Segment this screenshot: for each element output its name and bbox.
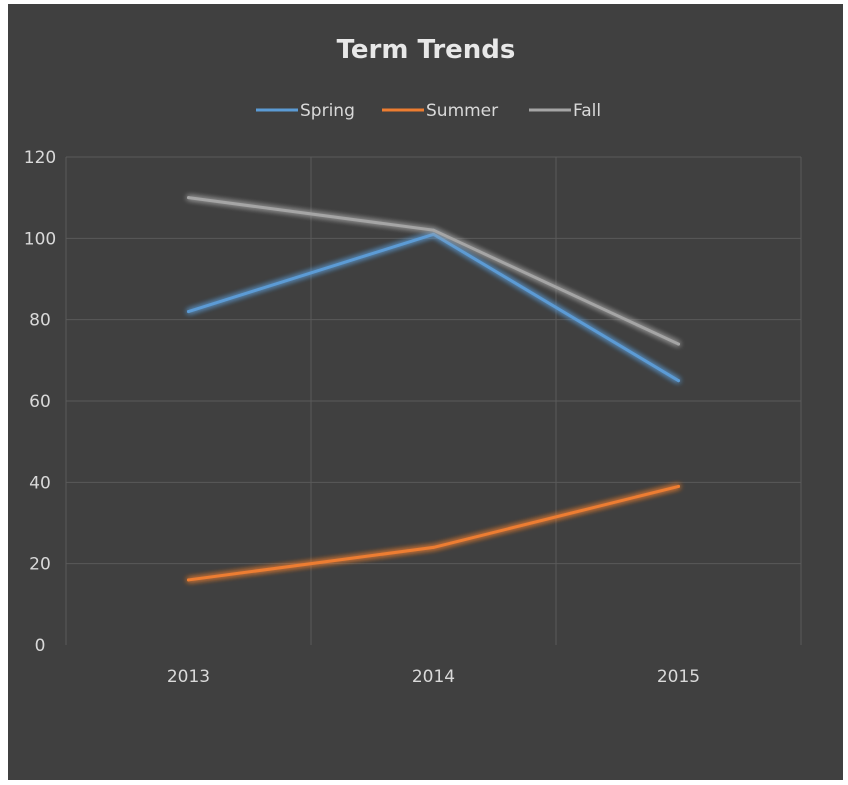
- chart-title: Term Trends: [337, 35, 516, 65]
- data-point: [187, 196, 190, 200]
- data-point: [677, 379, 680, 383]
- data-point: [187, 310, 190, 314]
- x-tick-label: 2014: [412, 667, 455, 687]
- legend: Spring Summer Fall: [256, 101, 601, 121]
- x-tick-label: 2015: [657, 667, 700, 687]
- data-point: [432, 228, 435, 232]
- x-axis-ticks: 2013 2014 2015: [167, 667, 700, 687]
- x-tick-label: 2013: [167, 667, 210, 687]
- data-point: [432, 545, 435, 549]
- legend-label: Fall: [573, 101, 601, 121]
- data-point: [187, 578, 190, 582]
- data-point: [432, 232, 435, 236]
- series-line-fall: [187, 196, 680, 346]
- legend-label: Summer: [426, 101, 498, 121]
- data-point: [677, 484, 680, 488]
- gridlines: [65, 156, 802, 645]
- data-point: [677, 342, 680, 346]
- y-tick-label: 120: [24, 148, 56, 168]
- y-tick-label: 0: [35, 636, 46, 656]
- y-axis-ticks: 0 20 40 60 80 100 120: [24, 148, 56, 656]
- y-tick-label: 60: [29, 392, 51, 412]
- series-line-spring: [187, 232, 680, 383]
- series-line-summer: [187, 484, 680, 582]
- y-tick-label: 20: [29, 555, 51, 575]
- chart-area: Term Trends Spring Summer Fall 0 20 40 60 80 10…: [8, 4, 843, 780]
- y-tick-label: 80: [29, 311, 51, 331]
- line-chart: Term Trends Spring Summer Fall 0 20 40 60 80 10…: [24, 35, 802, 687]
- y-tick-label: 100: [24, 229, 56, 249]
- y-tick-label: 40: [29, 473, 51, 493]
- legend-label: Spring: [300, 101, 355, 121]
- series-lines: [187, 196, 680, 582]
